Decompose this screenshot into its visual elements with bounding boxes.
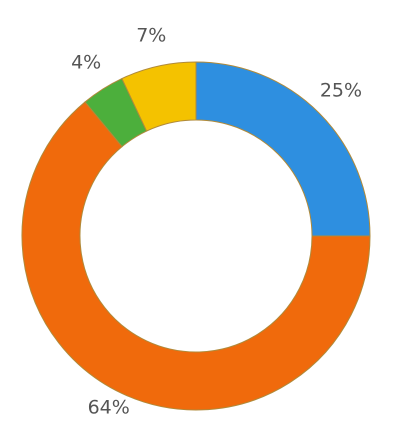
data-label: 25%: [320, 80, 362, 102]
slice: [21, 101, 371, 411]
slice: [121, 61, 197, 132]
data-label: 4%: [71, 51, 101, 73]
data-label: 7%: [136, 24, 166, 46]
data-label: 64%: [88, 397, 130, 419]
